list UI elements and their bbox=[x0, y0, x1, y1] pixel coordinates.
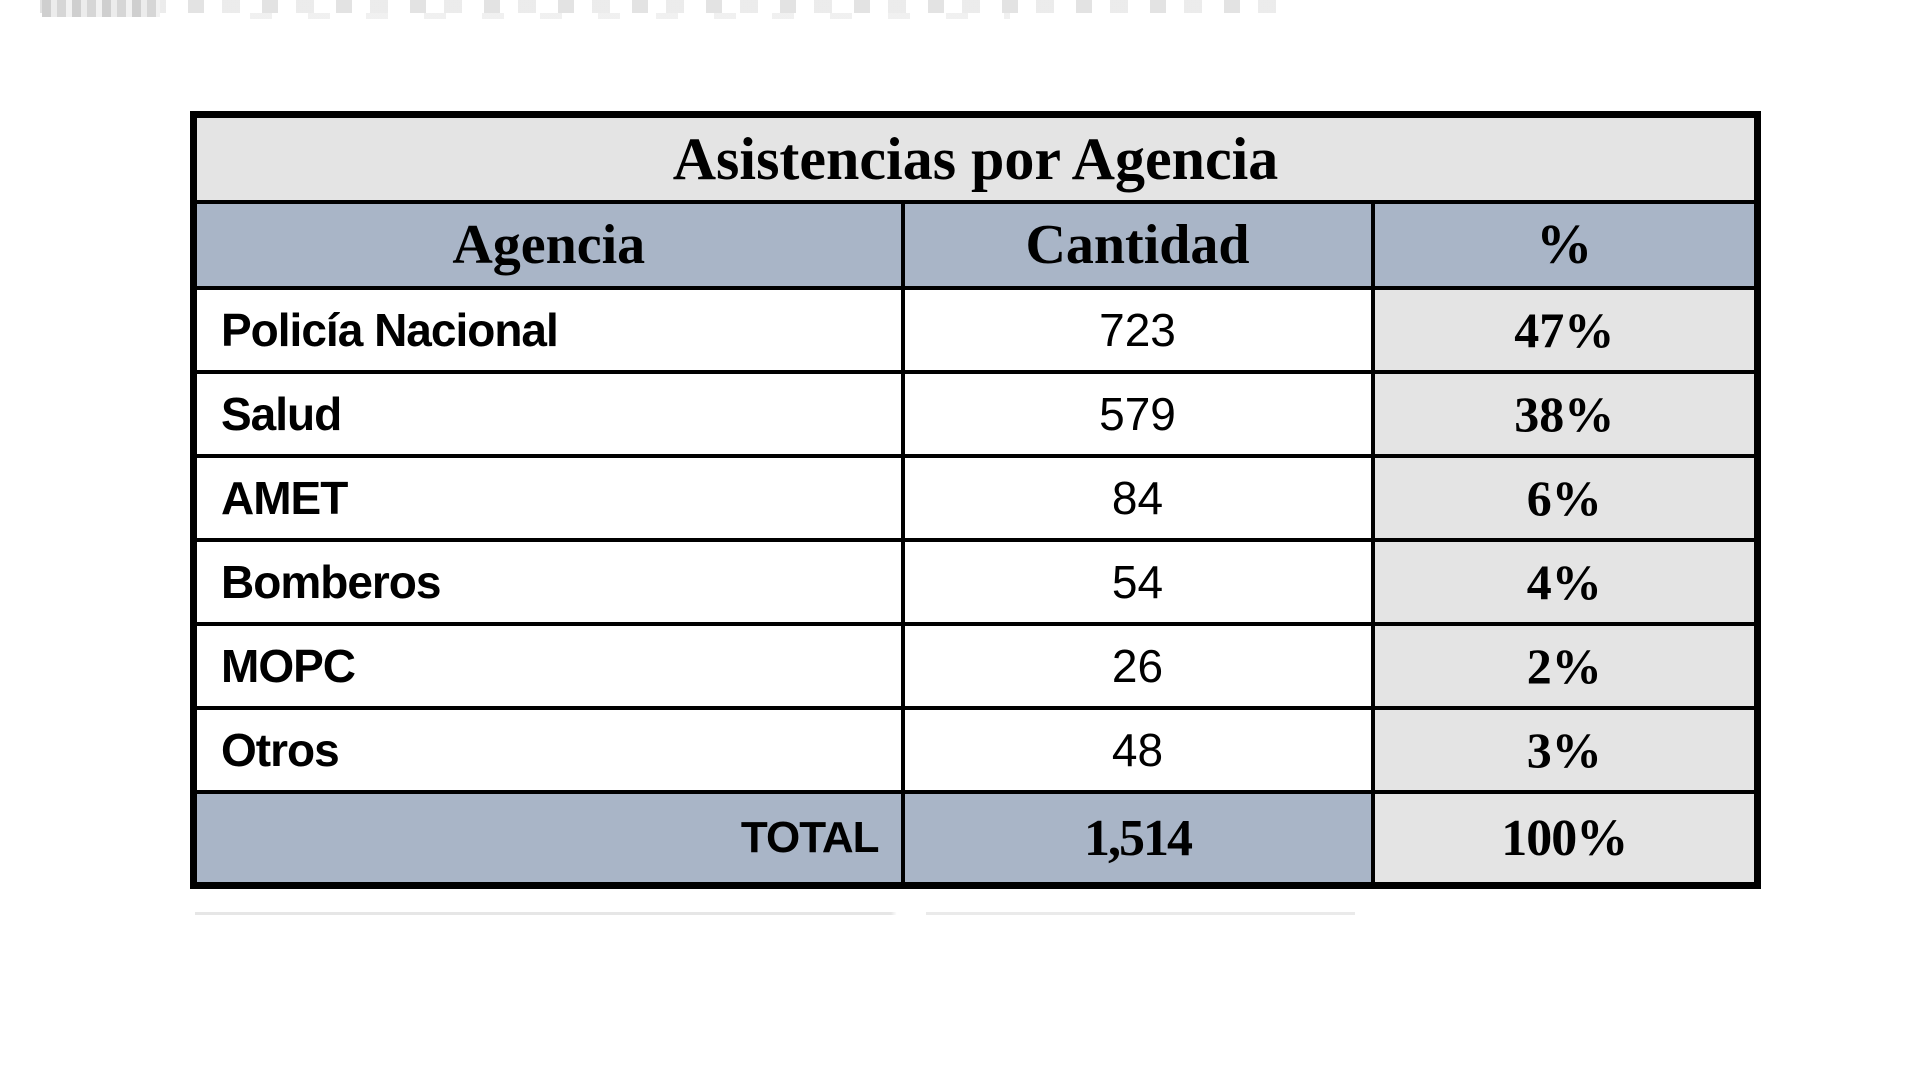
cropped-text-artifact-top-left bbox=[42, 0, 160, 17]
total-pct-cell: 100% bbox=[1370, 790, 1760, 888]
cantidad-cell: 579 bbox=[900, 370, 1375, 458]
col-header-cantidad: Cantidad bbox=[900, 200, 1375, 290]
col-header-pct: % bbox=[1370, 200, 1760, 290]
agencia-cell: Bomberos bbox=[191, 538, 905, 626]
asistencias-por-agencia-table: Asistencias por Agencia Agencia Cantidad… bbox=[190, 111, 1762, 889]
table-row: Policía Nacional 723 47% bbox=[191, 286, 1760, 374]
pct-cell: 3% bbox=[1370, 706, 1760, 794]
cropped-text-artifact-top bbox=[40, 0, 1280, 13]
agencia-cell: Salud bbox=[191, 370, 905, 458]
pct-cell: 4% bbox=[1370, 538, 1760, 626]
table-row: AMET 84 6% bbox=[191, 454, 1760, 542]
cantidad-cell: 84 bbox=[900, 454, 1375, 542]
cantidad-cell: 48 bbox=[900, 706, 1375, 794]
col-header-agencia: Agencia bbox=[191, 200, 905, 290]
cantidad-cell: 723 bbox=[900, 286, 1375, 374]
pct-cell: 6% bbox=[1370, 454, 1760, 542]
cropped-text-artifact-bottom bbox=[195, 912, 1355, 915]
cantidad-cell: 26 bbox=[900, 622, 1375, 710]
agencia-cell: Otros bbox=[191, 706, 905, 794]
pct-cell: 47% bbox=[1370, 286, 1760, 374]
total-label-cell: TOTAL bbox=[191, 790, 905, 888]
table-title: Asistencias por Agencia bbox=[191, 112, 1760, 204]
cropped-text-artifact-top-row2 bbox=[250, 13, 1010, 19]
agencia-cell: Policía Nacional bbox=[191, 286, 905, 374]
total-cantidad-cell: 1,514 bbox=[900, 790, 1375, 888]
agencia-cell: AMET bbox=[191, 454, 905, 542]
pct-cell: 38% bbox=[1370, 370, 1760, 458]
table-row: Salud 579 38% bbox=[191, 370, 1760, 458]
pct-cell: 2% bbox=[1370, 622, 1760, 710]
agencia-cell: MOPC bbox=[191, 622, 905, 710]
table-title-row: Asistencias por Agencia bbox=[191, 112, 1760, 204]
table-total-row: TOTAL 1,514 100% bbox=[191, 790, 1760, 888]
table-row: MOPC 26 2% bbox=[191, 622, 1760, 710]
cantidad-cell: 54 bbox=[900, 538, 1375, 626]
table-header-row: Agencia Cantidad % bbox=[191, 200, 1760, 290]
table-row: Otros 48 3% bbox=[191, 706, 1760, 794]
table-row: Bomberos 54 4% bbox=[191, 538, 1760, 626]
